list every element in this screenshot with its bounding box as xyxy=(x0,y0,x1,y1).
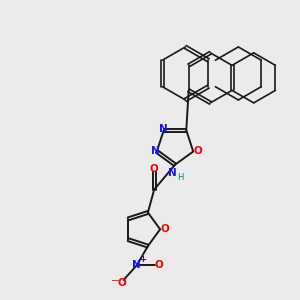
Text: O: O xyxy=(118,278,127,288)
Text: O: O xyxy=(154,260,163,270)
Text: H: H xyxy=(177,172,183,182)
Text: N: N xyxy=(133,260,141,270)
Text: O: O xyxy=(160,224,169,234)
Text: N: N xyxy=(159,124,168,134)
Text: O: O xyxy=(193,146,202,157)
Text: +: + xyxy=(139,255,145,264)
Text: O: O xyxy=(150,164,159,174)
Text: N: N xyxy=(168,168,176,178)
Text: N: N xyxy=(151,146,160,157)
Text: −: − xyxy=(111,276,119,286)
